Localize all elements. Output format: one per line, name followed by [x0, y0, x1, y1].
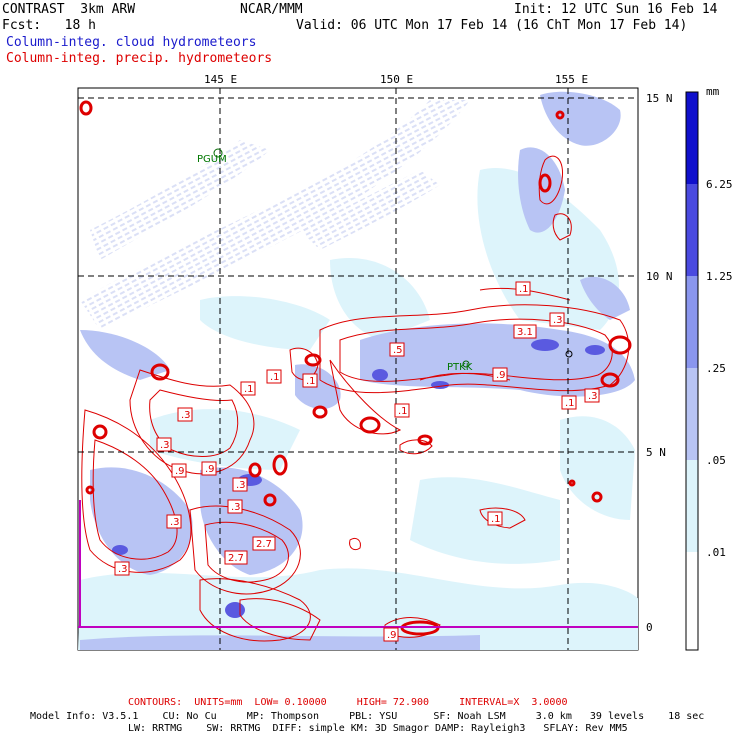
colorbar: mm 6.25 1.25 .25 .05 .01 — [685, 85, 733, 651]
contour-label: .3 — [118, 564, 128, 575]
lon-label-155: 155 E — [555, 73, 588, 86]
colorbar-unit: mm — [706, 85, 720, 98]
contour-label: 2.7 — [256, 539, 272, 550]
colorbar-label: .25 — [706, 362, 726, 375]
contour-label: .1 — [244, 384, 254, 395]
contour-label: .3 — [236, 480, 246, 491]
lat-lon-grid — [78, 88, 638, 650]
streak-clouds — [80, 100, 470, 330]
cloud-shade-light — [78, 168, 638, 650]
colorbar-label: 6.25 — [706, 178, 733, 191]
init-time: Init: 12 UTC Sun 16 Feb 14 — [514, 2, 718, 17]
model-info: Model Info: V3.5.1 CU: No Cu MP: Thompso… — [30, 711, 705, 722]
contour-label: .3 — [160, 440, 170, 451]
place-label-pgum: PGUM — [197, 154, 227, 165]
contour-labels: .3 .1 .1 .1 .5 .1 .9 .1 .3 .9 3.1 .3 .1 … — [114, 281, 600, 642]
contour-label: .1 — [519, 284, 529, 295]
lat-label-0: 0 — [646, 621, 653, 634]
contour-info: CONTOURS: UNITS=mm LOW= 0.10000 HIGH= 72… — [128, 697, 568, 708]
lat-label-5n: 5 N — [646, 446, 666, 459]
contour-label: .9 — [205, 464, 215, 475]
colorbar-segment — [686, 92, 698, 184]
station-marker-pgum — [213, 148, 223, 158]
contour-label: .9 — [496, 370, 506, 381]
station-marker-ptkk — [462, 360, 470, 368]
contour-label: .1 — [306, 376, 316, 387]
legend-precip: Column-integ. precip. hydrometeors — [6, 51, 273, 66]
colorbar-label: .01 — [706, 546, 726, 559]
legend-cloud: Column-integ. cloud hydrometeors — [6, 35, 257, 50]
colorbar-segment — [686, 184, 698, 276]
contour-label: .3 — [170, 517, 180, 528]
contour-label: .5 — [393, 345, 403, 356]
colorbar-label: 1.25 — [706, 270, 733, 283]
valid-time: Valid: 06 UTC Mon 17 Feb 14 (16 ChT Mon … — [296, 18, 688, 33]
contour-label: .3 — [588, 391, 598, 402]
island-marker — [565, 350, 573, 358]
contour-label: .1 — [270, 372, 280, 383]
model-title: CONTRAST 3km ARW — [2, 2, 136, 17]
contour-label: .9 — [387, 630, 397, 641]
contour-label: .1 — [398, 406, 408, 417]
contour-label: .3 — [231, 502, 241, 513]
contour-label: .9 — [175, 466, 185, 477]
colorbar-segment — [686, 552, 698, 650]
contour-label: .3 — [553, 315, 563, 326]
lat-label-15n: 15 N — [646, 92, 673, 105]
lon-label-145: 145 E — [204, 73, 237, 86]
forecast-hour: Fcst: 18 h — [2, 18, 96, 33]
contour-label: .1 — [491, 514, 501, 525]
contour-label: 2.7 — [228, 553, 244, 564]
contour-label: .1 — [565, 398, 575, 409]
model-info-physics: LW: RRTMG SW: RRTMG DIFF: simple KM: 3D … — [128, 723, 628, 734]
colorbar-segment — [686, 460, 698, 552]
colorbar-frame — [685, 91, 699, 651]
org-label: NCAR/MMM — [240, 2, 303, 17]
place-label-ptkk: PTKK — [447, 362, 473, 373]
colorbar-label: .05 — [706, 454, 726, 467]
contour-label: .3 — [181, 410, 191, 421]
colorbar-segment — [686, 276, 698, 368]
colorbar-segment — [686, 368, 698, 460]
lat-label-10n: 10 N — [646, 270, 673, 283]
contour-label: 3.1 — [517, 327, 533, 338]
lon-label-150: 150 E — [380, 73, 413, 86]
